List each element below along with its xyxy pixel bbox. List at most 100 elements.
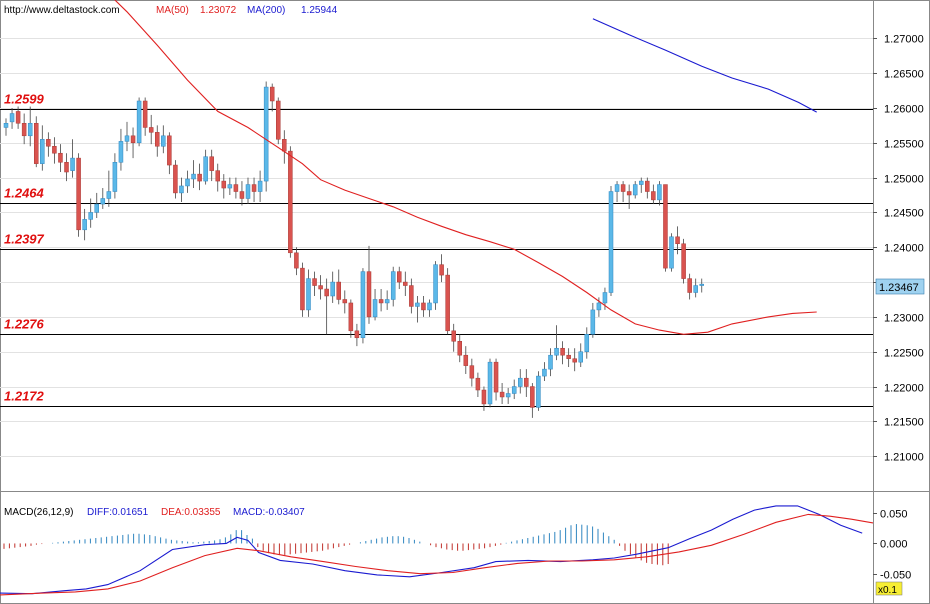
price-grid <box>0 38 873 457</box>
candle-body <box>499 391 505 398</box>
candle-body <box>9 113 15 123</box>
macd-tick-label: 0.000 <box>880 539 908 551</box>
candle-body <box>560 347 565 356</box>
candle-body <box>191 173 196 180</box>
candle-body <box>209 156 214 171</box>
price-tick-label: 1.26000 <box>884 104 924 116</box>
macd-dea-label: DEA:0.03355 <box>161 507 221 518</box>
candle-body <box>294 252 299 269</box>
candle-body <box>82 219 87 231</box>
candle-body <box>699 283 704 286</box>
candle-body <box>40 139 45 164</box>
candle-body <box>21 123 27 137</box>
candle-body <box>173 164 178 194</box>
candle-body <box>463 354 469 366</box>
candle-body <box>185 178 190 187</box>
candle-body <box>348 302 354 332</box>
candle-body <box>324 288 329 297</box>
candle-body <box>572 358 577 363</box>
candle-body <box>632 184 638 196</box>
candle-body <box>251 184 257 192</box>
candle-body <box>288 150 293 254</box>
level-label: 1.2276 <box>4 317 45 332</box>
scale-badge-label[interactable]: x0.1 <box>878 585 897 596</box>
ma200-label: MA(200) <box>247 5 285 16</box>
candle-body <box>639 180 644 185</box>
candle-body <box>215 170 220 182</box>
source-url[interactable]: http://www.deltastock.com <box>4 5 120 16</box>
candle-body <box>179 185 184 194</box>
candle-body <box>360 271 366 339</box>
price-tick-label: 1.27000 <box>884 34 924 46</box>
candle-body <box>372 299 378 318</box>
level-label: 1.2397 <box>4 232 45 247</box>
candle-body <box>263 86 269 182</box>
candle-body <box>687 278 692 293</box>
candle-body <box>397 271 402 283</box>
candle-body <box>657 184 662 201</box>
price-tick-label: 1.24000 <box>884 243 924 255</box>
candle-body <box>233 184 239 192</box>
ma50-label: MA(50) <box>156 5 189 16</box>
candle-body <box>155 132 160 147</box>
scale-badge[interactable] <box>875 581 903 596</box>
macd-hist-label: MACD:-0.03407 <box>233 507 305 518</box>
level-label: 1.2172 <box>4 389 45 404</box>
candle-body <box>124 135 130 142</box>
candle-body <box>276 100 281 140</box>
candle-body <box>457 341 462 356</box>
candle-body <box>493 361 499 393</box>
candle-body <box>548 354 553 370</box>
candle-body <box>554 347 559 356</box>
macd-tick-label: 0.050 <box>880 509 908 521</box>
candle-body <box>106 191 112 199</box>
candle-body <box>227 184 233 189</box>
candle-body <box>511 386 517 394</box>
price-tick-label: 1.25000 <box>884 174 924 186</box>
price-tick-label: 1.21000 <box>884 452 924 464</box>
candle-body <box>64 162 69 173</box>
candle-body <box>693 285 698 293</box>
candle-body <box>626 191 632 196</box>
candle-body <box>58 152 63 163</box>
candle-body <box>409 285 414 307</box>
candle-body <box>161 135 166 147</box>
ma200-value: 1.25944 <box>301 5 338 16</box>
candle-body <box>590 309 596 335</box>
candle-body <box>197 173 202 182</box>
candle-body <box>88 212 93 220</box>
candle-body <box>620 184 626 192</box>
price-tick-label: 1.25500 <box>884 139 924 151</box>
last-price-badge <box>875 278 925 295</box>
candle-body <box>596 302 602 311</box>
candle-body <box>130 135 136 144</box>
candle-body <box>614 184 620 192</box>
candle-body <box>433 264 438 304</box>
candle-body <box>366 271 372 318</box>
candle-body <box>269 86 275 102</box>
candle-body <box>663 184 668 269</box>
candle-body <box>342 299 348 304</box>
candle-body <box>469 365 475 379</box>
price-tick-label: 1.26500 <box>884 69 924 81</box>
candle-body <box>318 285 323 290</box>
price-tick-label: 1.22500 <box>884 348 924 360</box>
candle-body <box>536 375 541 408</box>
price-axis: 1.27000 1.26500 1.26000 1.25500 1.25000 1.245… <box>873 34 924 464</box>
candle-body <box>518 377 523 387</box>
candle-body <box>378 299 384 304</box>
level-label: 1.2464 <box>4 186 45 201</box>
candle-body <box>542 368 547 377</box>
candle-body <box>439 264 444 276</box>
candle-body <box>415 302 420 307</box>
candle-body <box>427 302 432 311</box>
candle-body <box>27 123 33 137</box>
candle-body <box>15 111 21 124</box>
candle-body <box>142 100 148 128</box>
level-label: 1.2599 <box>4 92 45 107</box>
candle-body <box>336 281 341 300</box>
candle-body <box>203 156 208 182</box>
candle-body <box>257 180 263 192</box>
